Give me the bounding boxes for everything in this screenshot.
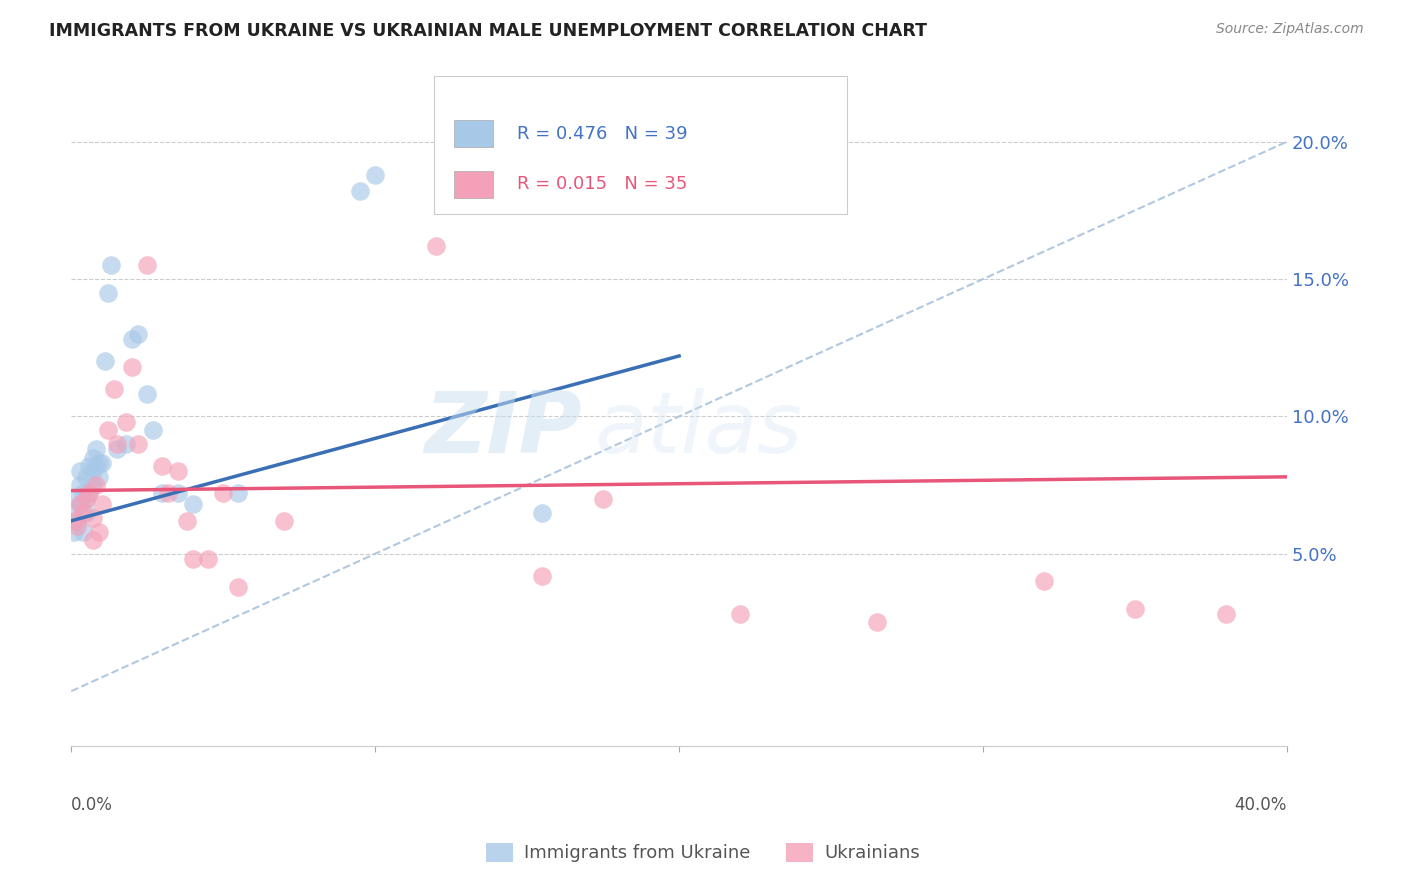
Point [531,506,554,520]
Point [72,506,94,520]
Text: Source: ZipAtlas.com: Source: ZipAtlas.com [1216,22,1364,37]
Point [228,486,250,500]
Point [97,285,120,300]
Point [166,486,188,500]
Point [728,607,751,622]
Legend: Immigrants from Ukraine, Ukrainians: Immigrants from Ukraine, Ukrainians [479,836,927,870]
Point [84,458,107,473]
Point [97,423,120,437]
Point [157,486,180,500]
Point [79,458,101,473]
Point [364,168,387,182]
FancyBboxPatch shape [454,170,494,197]
Point [127,437,149,451]
Point [105,437,128,451]
Point [1123,601,1146,615]
Point [127,326,149,341]
Point [63,514,86,528]
Point [82,464,104,478]
Point [87,456,110,470]
Point [115,437,138,451]
Point [82,533,104,547]
Point [66,491,89,506]
Point [63,506,86,520]
Point [176,514,198,528]
Point [212,486,235,500]
Point [228,580,250,594]
Point [75,491,97,506]
Point [136,387,159,401]
Point [866,615,889,630]
Point [531,568,554,582]
Point [181,497,204,511]
Point [79,486,101,500]
Point [82,511,104,525]
Text: R = 0.476   N = 39: R = 0.476 N = 39 [517,125,688,143]
Point [93,354,115,368]
Point [87,470,110,484]
Point [82,450,104,465]
Point [72,524,94,539]
Point [349,184,371,198]
Point [87,524,110,539]
Point [152,458,174,473]
Point [75,470,97,484]
Point [84,478,107,492]
Point [136,258,159,272]
Point [197,552,219,566]
Point [69,497,91,511]
Point [90,456,112,470]
Point [142,423,165,437]
Point [103,382,125,396]
Point [69,497,91,511]
Point [66,519,89,533]
FancyBboxPatch shape [433,77,846,214]
Point [82,478,104,492]
Point [63,524,86,539]
Point [273,514,295,528]
Point [592,491,614,506]
Point [79,486,101,500]
Point [152,486,174,500]
Point [75,491,97,506]
Point [84,442,107,457]
Point [121,333,143,347]
Text: 0.0%: 0.0% [72,796,112,814]
Point [166,464,188,478]
Point [115,415,138,429]
Point [1215,607,1237,622]
Point [66,514,89,528]
Point [105,442,128,457]
Point [181,552,204,566]
Point [1032,574,1054,589]
Point [75,506,97,520]
Point [100,258,122,272]
Point [69,464,91,478]
Point [121,359,143,374]
Point [72,486,94,500]
Point [425,239,447,253]
Text: IMMIGRANTS FROM UKRAINE VS UKRAINIAN MALE UNEMPLOYMENT CORRELATION CHART: IMMIGRANTS FROM UKRAINE VS UKRAINIAN MAL… [49,22,927,40]
FancyBboxPatch shape [454,120,494,147]
Text: R = 0.015   N = 35: R = 0.015 N = 35 [517,175,688,193]
Text: atlas: atlas [593,388,801,471]
Text: 40.0%: 40.0% [1234,796,1286,814]
Text: ZIP: ZIP [425,388,582,471]
Point [90,497,112,511]
Point [547,195,569,210]
Point [69,478,91,492]
